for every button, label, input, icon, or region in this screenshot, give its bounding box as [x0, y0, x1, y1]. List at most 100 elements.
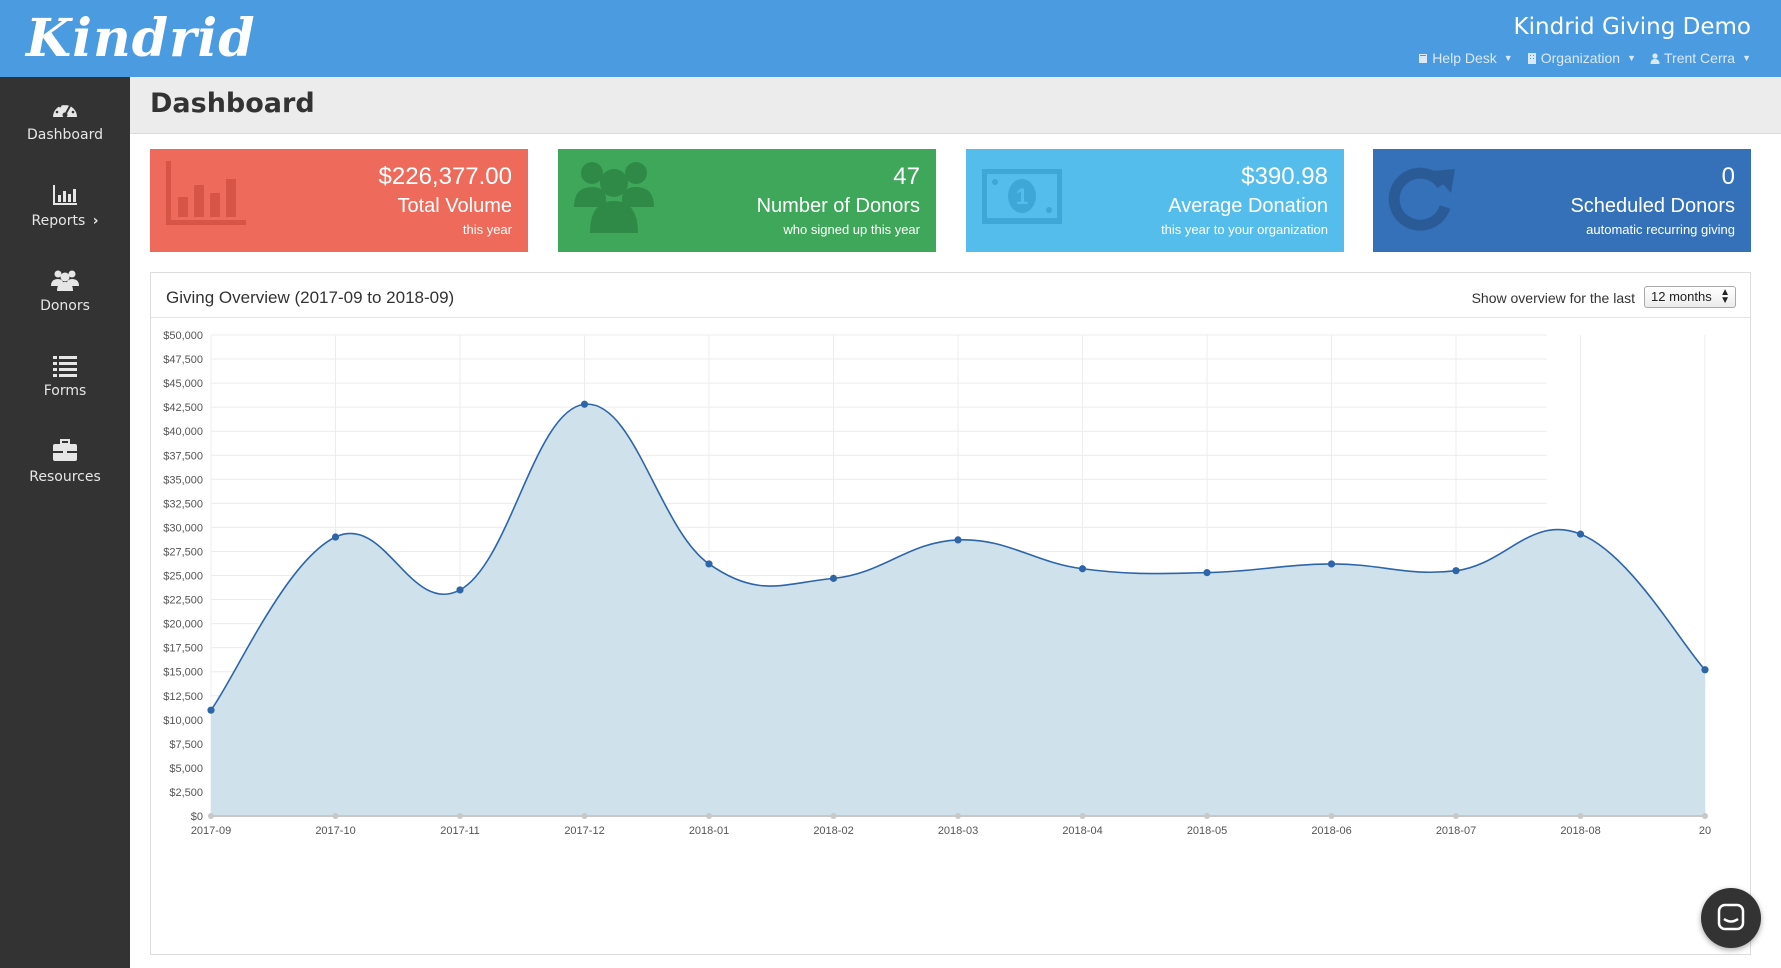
y-tick-label: $45,000 — [163, 378, 203, 390]
data-point — [1453, 813, 1459, 819]
caret-down-icon: ▼ — [1627, 53, 1637, 63]
y-tick-label: $40,000 — [163, 426, 203, 438]
users-icon — [574, 162, 654, 233]
building-icon — [1527, 52, 1536, 64]
data-point — [1452, 567, 1460, 575]
y-tick-label: $27,500 — [163, 546, 203, 558]
sidebar-item-forms[interactable]: Forms — [0, 353, 130, 433]
data-point — [581, 813, 588, 819]
organization-label: Organization — [1540, 50, 1621, 66]
help-desk-label: Help Desk — [1432, 50, 1497, 66]
sidebar-item-donors[interactable]: Donors — [0, 268, 130, 348]
x-tick-label: 2018-07 — [1436, 825, 1476, 837]
dashboard-gauge-icon — [53, 102, 77, 118]
sidebar-item-resources[interactable]: Resources — [0, 439, 130, 519]
x-tick-label: 2018-08 — [1560, 825, 1600, 837]
data-point — [829, 574, 838, 582]
briefcase-icon — [53, 439, 77, 461]
refresh-icon — [1388, 167, 1455, 231]
giving-overview-chart: $0 $2,500 $5,000 $7,500 $10,000 $12,500 $15,00… — [163, 330, 1711, 837]
money-bill-icon: 1 — [982, 169, 1062, 224]
y-tick-label: $15,000 — [163, 667, 203, 679]
data-point — [1577, 813, 1584, 819]
donor-count-label: Number of Donors — [756, 195, 920, 217]
scheduled-donors-card: 0 Scheduled Donors automatic recurring g… — [1373, 149, 1751, 252]
range-select-value: 12 months — [1651, 289, 1712, 304]
data-point — [208, 813, 214, 819]
y-tick-label: $35,000 — [163, 474, 203, 486]
y-tick-label: $12,500 — [163, 691, 203, 703]
data-point — [1702, 813, 1708, 819]
y-tick-label: $2,500 — [169, 787, 203, 799]
total-volume-sub: this year — [462, 222, 512, 237]
y-tick-label: $0 — [191, 811, 203, 823]
user-name-label: Trent Cerra — [1664, 50, 1736, 66]
data-point — [1328, 813, 1335, 819]
data-point — [457, 813, 463, 819]
y-tick-label: $17,500 — [163, 643, 203, 655]
y-tick-label: $5,000 — [169, 763, 203, 775]
data-point — [1078, 565, 1087, 573]
sidebar-item-label: Resources — [29, 469, 101, 485]
sidebar-item-label: Reports — [31, 213, 86, 229]
scheduled-donors-label: Scheduled Donors — [1570, 195, 1735, 217]
sidebar-item-label: Dashboard — [27, 127, 103, 143]
total-volume-value: $226,377.00 — [378, 163, 512, 190]
sidebar: Dashboard Reports › Donors Forms — [0, 77, 130, 968]
data-point — [580, 400, 589, 408]
svg-text:1: 1 — [1016, 184, 1028, 209]
data-point — [1203, 569, 1211, 577]
average-donation-sub: this year to your organization — [1161, 222, 1328, 237]
x-tick-label: 2017-11 — [440, 825, 480, 837]
organization-menu[interactable]: Organization ▼ — [1527, 50, 1636, 66]
donor-count-value: 47 — [893, 163, 920, 190]
data-point — [207, 706, 215, 714]
y-tick-label: $37,500 — [163, 450, 203, 462]
series-area — [211, 404, 1705, 816]
book-icon — [1419, 53, 1428, 63]
sidebar-item-dashboard[interactable]: Dashboard — [0, 97, 130, 177]
data-point — [706, 813, 712, 819]
y-tick-label: $32,500 — [163, 498, 203, 510]
user-menu[interactable]: Trent Cerra ▼ — [1650, 50, 1751, 66]
y-tick-label: $20,000 — [163, 619, 203, 631]
data-point — [331, 533, 340, 541]
average-donation-card: 1 $390.98 Average Donation this year to … — [966, 149, 1344, 252]
caret-down-icon: ▼ — [1742, 53, 1751, 63]
select-arrows-icon: ▲ ▼ — [1720, 287, 1730, 306]
data-point — [332, 813, 339, 819]
top-navbar: Kindrid Kindrid Giving Demo Help Desk ▼ … — [0, 0, 1781, 77]
range-label: Show overview for the last — [1471, 290, 1635, 306]
y-tick-label: $10,000 — [163, 715, 203, 727]
data-point — [955, 813, 961, 819]
y-tick-label: $42,500 — [163, 402, 203, 414]
panel-header: Giving Overview (2017-09 to 2018-09) Sho… — [151, 273, 1750, 318]
bar-chart-icon — [53, 185, 77, 205]
y-tick-label: $30,000 — [163, 522, 203, 534]
x-tick-label: 2018-06 — [1311, 825, 1351, 837]
y-tick-label: $47,500 — [163, 354, 203, 366]
data-point — [1204, 813, 1210, 819]
data-point — [1701, 666, 1709, 674]
chevron-right-icon: › — [92, 213, 99, 229]
total-volume-card: $226,377.00 Total Volume this year — [150, 149, 528, 252]
chat-icon — [1717, 903, 1745, 931]
x-tick-label: 2017-12 — [564, 825, 604, 837]
x-tick-label: 2018-03 — [938, 825, 978, 837]
sidebar-item-reports[interactable]: Reports › — [0, 183, 130, 263]
y-tick-label: $7,500 — [169, 739, 203, 751]
kindrid-logo[interactable]: Kindrid — [26, 8, 256, 69]
range-select[interactable]: 12 months ▲ ▼ — [1644, 286, 1736, 308]
sidebar-item-label: Forms — [43, 383, 87, 399]
average-donation-label: Average Donation — [1168, 195, 1328, 217]
donor-count-sub: who signed up this year — [783, 222, 920, 237]
scheduled-donors-value: 0 — [1721, 163, 1735, 190]
help-desk-menu[interactable]: Help Desk ▼ — [1418, 50, 1513, 66]
chat-launcher-button[interactable] — [1701, 888, 1761, 948]
data-point — [830, 813, 837, 819]
caret-down-icon: ▼ — [1503, 53, 1513, 63]
list-icon — [53, 356, 77, 377]
x-tick-label: 2017-10 — [315, 825, 355, 837]
data-point — [705, 560, 713, 568]
donor-count-card: 47 Number of Donors who signed up this y… — [558, 149, 936, 252]
